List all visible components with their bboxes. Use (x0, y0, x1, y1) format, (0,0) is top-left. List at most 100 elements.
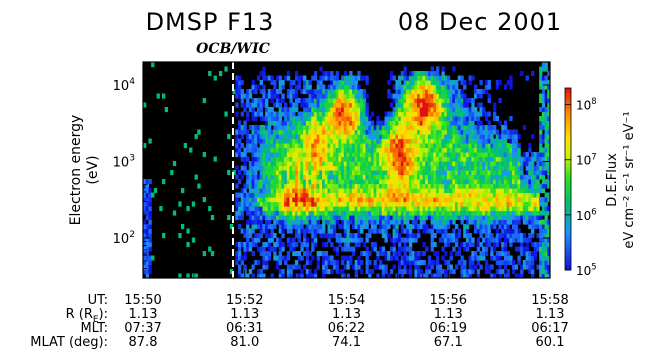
heatmap-cell (341, 219, 345, 225)
heatmap-cell (256, 147, 261, 153)
heatmap-cell (525, 192, 529, 198)
heatmap-cell (332, 165, 337, 171)
heatmap-cell (444, 152, 448, 158)
heatmap-cell (243, 246, 247, 252)
heatmap-cell (281, 165, 285, 171)
heatmap-cell (284, 206, 288, 212)
heatmap-cell (338, 197, 342, 203)
heatmap-cell (430, 125, 434, 131)
heatmap-cell (246, 147, 250, 153)
heatmap-cell (444, 143, 448, 149)
heatmap-cell (384, 264, 388, 270)
heatmap-cell (514, 215, 519, 221)
heatmap-cell (503, 165, 508, 171)
heatmap-cell (275, 210, 280, 216)
heatmap-cell (455, 138, 459, 144)
heatmap-cell (452, 219, 456, 225)
heatmap-cell (444, 98, 448, 104)
heatmap-cell (474, 215, 478, 221)
heatmap-cell (292, 120, 296, 126)
heatmap-cell (243, 147, 247, 153)
heatmap-cell (294, 192, 299, 198)
heatmap-cell (438, 107, 443, 113)
heatmap-cell (308, 228, 312, 234)
heatmap-cell (332, 138, 337, 144)
heatmap-cell (343, 75, 348, 81)
heatmap-cell (256, 192, 261, 198)
heatmap-cell (360, 120, 364, 126)
heatmap-cell (512, 183, 516, 189)
heatmap-cell (300, 228, 304, 234)
ephemeris-value: 1.13 (536, 307, 565, 322)
heatmap-cell (512, 192, 516, 198)
heatmap-cell (373, 260, 377, 266)
heatmap-cell (525, 188, 529, 194)
heatmap-cell (273, 138, 277, 144)
heatmap-cell (327, 206, 331, 212)
heatmap-cell (313, 206, 318, 212)
heatmap-cell (468, 237, 472, 243)
heatmap-cell (324, 206, 329, 212)
heatmap-cell (498, 273, 502, 278)
heatmap-cell (346, 188, 350, 194)
heatmap-cell (281, 80, 285, 86)
heatmap-cell (484, 134, 489, 140)
heatmap-cell (308, 98, 312, 104)
heatmap-cell (148, 264, 152, 270)
heatmap-cell (455, 210, 459, 216)
heatmap-cell (536, 174, 540, 180)
heatmap-cell (395, 129, 399, 135)
heatmap-cell (419, 197, 424, 203)
heatmap-cell (335, 165, 339, 171)
heatmap-cell (539, 138, 543, 144)
heatmap-cell (531, 170, 535, 176)
heatmap-cell (346, 147, 350, 153)
heatmap-cell (259, 165, 263, 171)
heatmap-cell (457, 228, 462, 234)
heatmap-cell (376, 206, 380, 212)
heatmap-cell (294, 228, 299, 234)
heatmap-cell (522, 192, 527, 198)
heatmap-cell (506, 183, 510, 189)
heatmap-cell (419, 138, 424, 144)
heatmap-cell (520, 251, 524, 257)
heatmap-cell (267, 255, 272, 261)
heatmap-cell (498, 179, 502, 185)
heatmap-cell (457, 206, 462, 212)
heatmap-cell (357, 224, 361, 230)
heatmap-cell (316, 210, 320, 216)
heatmap-cell (294, 174, 299, 180)
heatmap-cell (482, 170, 486, 176)
heatmap-cell (275, 156, 280, 162)
heatmap-cell (248, 215, 253, 221)
heatmap-cell (265, 183, 269, 189)
heatmap-cell (484, 143, 489, 149)
heatmap-cell (403, 75, 407, 81)
heatmap-cell (379, 224, 383, 230)
heatmap-cell (455, 129, 459, 135)
heatmap-cell (262, 273, 266, 278)
heatmap-cell (259, 111, 263, 117)
heatmap-cell (531, 206, 535, 212)
heatmap-cell (522, 197, 527, 203)
heatmap-cell (465, 165, 470, 171)
heatmap-cell (400, 246, 405, 252)
heatmap-cell (444, 89, 448, 95)
heatmap-cell (346, 170, 350, 176)
heatmap-cell (354, 242, 358, 248)
heatmap-cell (289, 273, 293, 278)
heatmap-cell (533, 183, 538, 189)
heatmap-cell (446, 242, 451, 248)
heatmap-cell (460, 152, 464, 158)
heatmap-cell (237, 206, 242, 212)
heatmap-cell (308, 138, 312, 144)
heatmap-cell (297, 116, 301, 122)
heatmap-cell (517, 161, 521, 167)
heatmap-cell (457, 129, 462, 135)
heatmap-cell (346, 102, 350, 108)
heatmap-cell (528, 219, 532, 225)
heatmap-cell (237, 93, 242, 99)
heatmap-cell (460, 179, 464, 185)
heatmap-cell (520, 71, 524, 77)
heatmap-cell (248, 179, 253, 185)
